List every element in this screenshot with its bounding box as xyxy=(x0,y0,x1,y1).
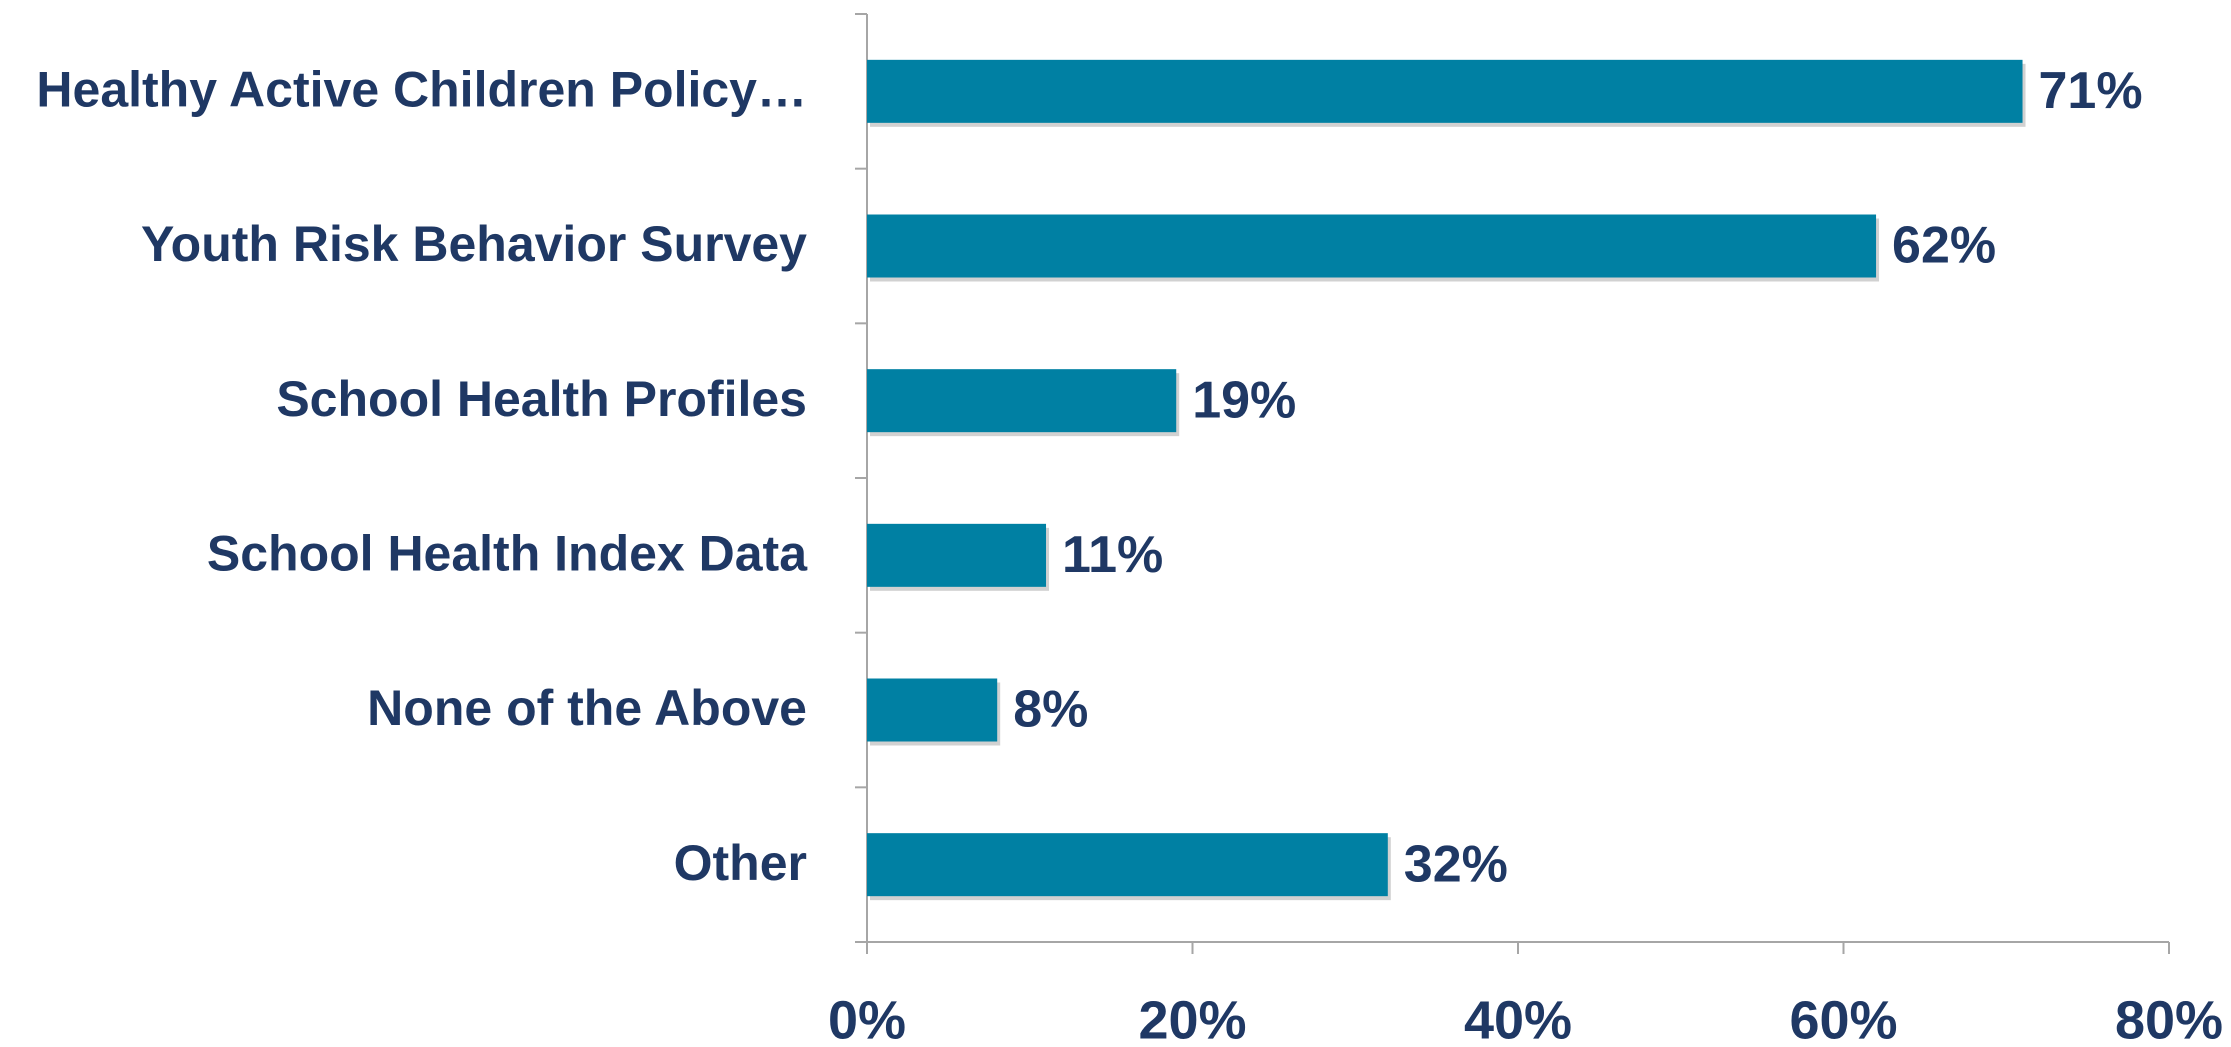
x-tick-label: 60% xyxy=(1789,990,1897,1047)
bar xyxy=(867,833,1388,897)
value-label: 71% xyxy=(2039,62,2143,120)
x-tick-label: 80% xyxy=(2115,990,2223,1047)
x-tick-label: 20% xyxy=(1138,990,1246,1047)
bar xyxy=(867,369,1177,433)
x-tick-label: 40% xyxy=(1464,990,1572,1047)
bar xyxy=(867,678,998,742)
value-label: 8% xyxy=(1013,681,1088,739)
category-label: Youth Risk Behavior Survey xyxy=(141,216,807,272)
category-label: School Health Index Data xyxy=(207,526,808,582)
value-label: 32% xyxy=(1404,835,1508,893)
bar xyxy=(867,214,1877,278)
bar xyxy=(867,523,1047,587)
x-tick-label: 0% xyxy=(828,990,906,1047)
category-label: Healthy Active Children Policy… xyxy=(36,62,807,118)
category-label: None of the Above xyxy=(367,680,807,736)
value-label: 62% xyxy=(1892,217,1996,275)
category-label: School Health Profiles xyxy=(276,371,807,427)
value-label: 19% xyxy=(1192,371,1296,429)
value-label: 11% xyxy=(1062,526,1163,584)
bar xyxy=(867,59,2023,123)
category-label: Other xyxy=(674,835,807,891)
